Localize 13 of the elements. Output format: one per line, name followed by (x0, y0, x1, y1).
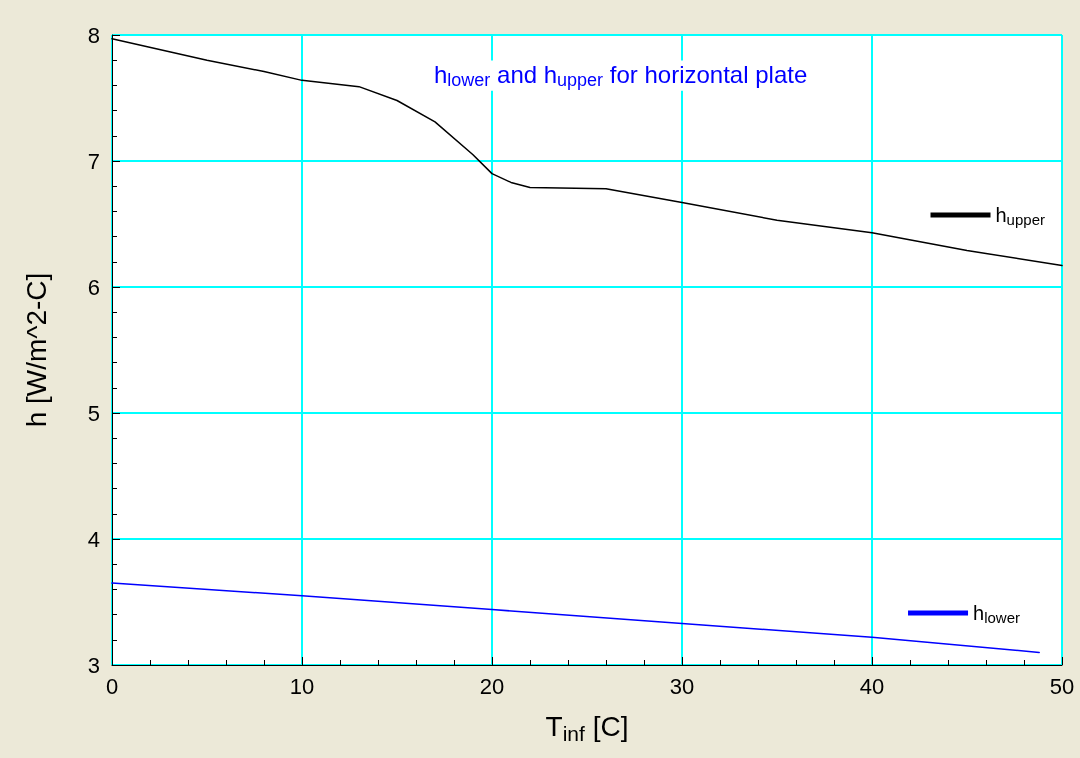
x-tick-label: 20 (479, 673, 505, 699)
x-tick-label: 0 (105, 673, 119, 699)
x-tick-label: 50 (1049, 673, 1075, 699)
y-axis-title: h [W/m^2-C] (20, 272, 52, 428)
y-tick-label: 8 (87, 22, 100, 48)
y-tick-label: 6 (87, 274, 100, 300)
y-tick-label: 4 (87, 526, 100, 552)
x-tick-label: 40 (859, 673, 885, 699)
x-tick-label: 30 (669, 673, 695, 699)
y-tick-label: 5 (87, 400, 100, 426)
x-tick-label: 10 (289, 673, 315, 699)
y-tick-label: 3 (87, 652, 100, 678)
y-tick-label: 7 (87, 148, 100, 174)
